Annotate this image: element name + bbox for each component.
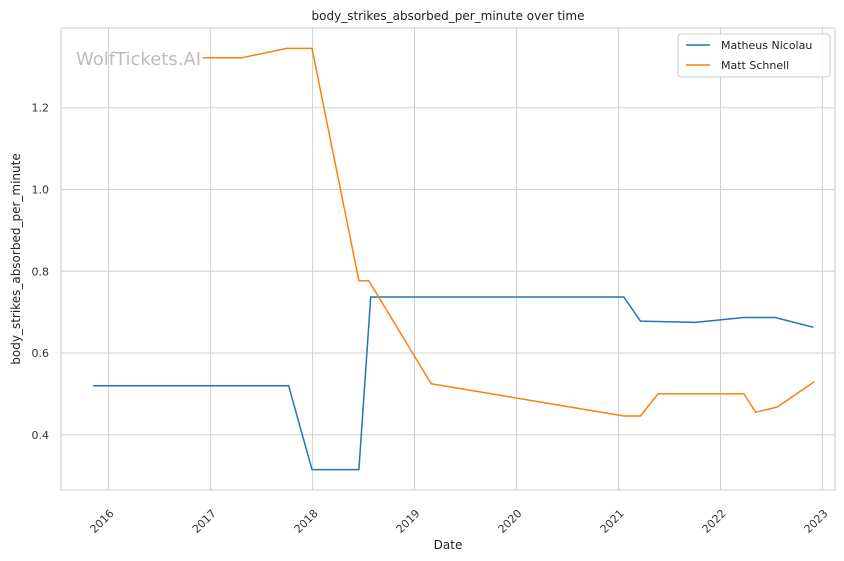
x-tick-label: 2021 [598, 507, 627, 536]
series-layer [93, 47, 815, 471]
x-tick-label: 2017 [190, 507, 219, 536]
x-tick-label: 2019 [394, 507, 423, 536]
legend: Matheus Nicolau Matt Schnell [677, 33, 831, 78]
x-axis-title: Date [434, 538, 463, 552]
x-tick-label: 2023 [802, 507, 831, 536]
x-tick-label: 2016 [88, 507, 117, 536]
y-axis-title: body_strikes_absorbed_per_minute [9, 153, 23, 364]
grid [61, 28, 835, 490]
x-tick-label: 2022 [700, 507, 729, 536]
x-tick-label: 2018 [292, 507, 321, 536]
tick-labels: 2016 2017 2018 2019 2020 2021 2022 2023 0.4 0.6 0.… [32, 102, 831, 536]
watermark-text: WolfTickets.AI [76, 49, 201, 70]
y-tick-label: 1.2 [32, 102, 50, 115]
chart-title: body_strikes_absorbed_per_minute over ti… [312, 9, 585, 23]
series-line-matt-schnell [202, 47, 815, 417]
y-tick-label: 0.6 [32, 347, 50, 360]
y-tick-label: 0.8 [32, 265, 50, 278]
legend-box [677, 33, 831, 78]
y-tick-label: 0.4 [32, 429, 50, 442]
y-tick-label: 1.0 [32, 183, 50, 196]
legend-label: Matheus Nicolau [721, 39, 812, 52]
x-tick-label: 2020 [496, 507, 525, 536]
legend-label: Matt Schnell [721, 59, 789, 72]
plot-frame [60, 27, 836, 491]
series-line-matheus-nicolau [93, 296, 814, 471]
